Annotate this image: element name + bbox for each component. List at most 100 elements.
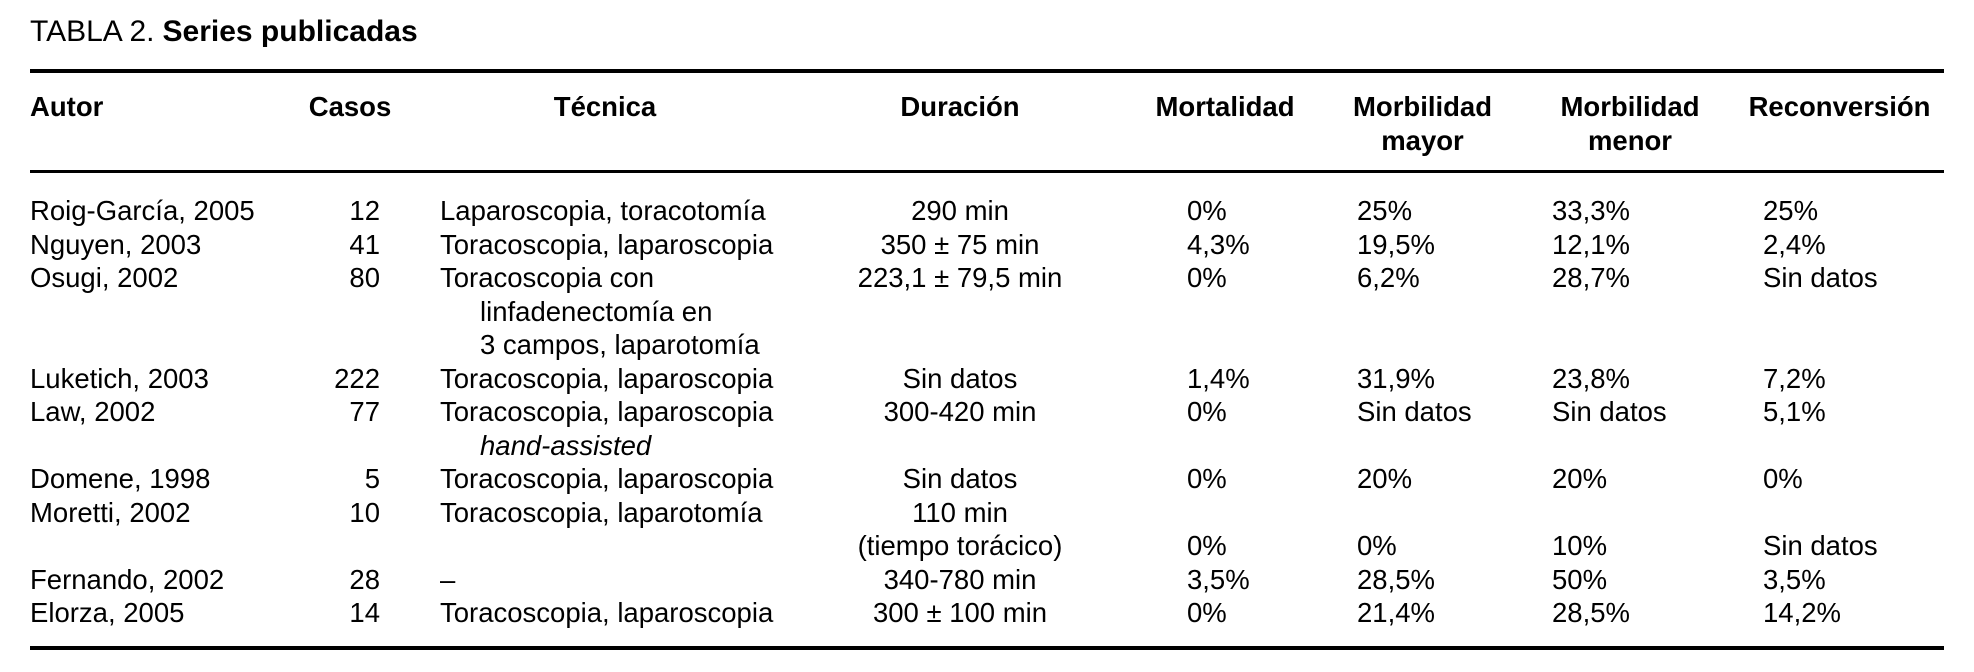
cell-line: 110 min [912,496,1008,528]
cell-line: 223,1 ± 79,5 min [857,262,1063,293]
cell-duracion: Sin datos [790,462,1130,496]
cell-mortalidad: 4,3% [1130,228,1320,262]
table-row: Domene, 1998 5 Toracoscopia, laparoscopia S… [30,462,1944,496]
cell-line: 3 campos, laparotomía [480,329,760,360]
cell-mortalidad: 0% [1130,261,1320,295]
cell-line: 222 [334,362,380,394]
cell-line: 25% [1357,195,1413,226]
cell-tecnica: Toracoscopia, laparoscopia [420,362,790,396]
cell-line: 12,1% [1552,228,1630,260]
cell-duracion: 290 min [790,194,1130,228]
cell-line: Toracoscopia, laparoscopia [440,463,774,494]
table-name: Series publicadas [162,15,418,48]
cell-line: 0% [1357,530,1397,561]
table-header-row: Autor Casos Técnica Duración Mortalidad Morbi… [30,73,1944,170]
cell-morbilidad_menor: 28,7% [1525,261,1735,295]
cell-autor: Osugi, 2002 [30,261,280,295]
cell-morbilidad_mayor: 20% [1320,462,1525,496]
cell-reconversion: 0% [1735,462,1944,496]
cell-morbilidad_mayor: 6,2% [1320,261,1525,295]
cell-autor: Law, 2002 [30,395,280,429]
cell-line: Toracoscopia con [440,262,655,293]
cell-casos: 222 [280,362,420,396]
cell-morbilidad_menor: 50% [1525,563,1735,597]
cell-duracion: 110 min (tiempo torácico) [790,496,1130,563]
cell-line: Roig-García, 2005 [30,195,255,226]
cell-duracion: 340-780 min [790,563,1130,597]
cell-line: 0% [1187,597,1227,628]
table-number: TABLA 2. [30,15,155,48]
cell-casos: 5 [280,462,420,496]
cell-line: 1,4% [1187,362,1250,394]
table-row: Luketich, 2003 222 Toracoscopia, laparosco… [30,362,1944,396]
cell-line: 12 [349,195,380,226]
cell-line: Sin datos [1763,262,1878,293]
cell-tecnica: Toracoscopia, laparotomía [420,496,790,530]
cell-autor: Domene, 1998 [30,462,280,496]
cell-reconversion: 14,2% [1735,596,1944,630]
cell-duracion: Sin datos [790,362,1130,396]
column-header-morbilidad_menor: Morbilidad menor [1525,90,1735,158]
cell-morbilidad_mayor: 21,4% [1320,596,1525,630]
cell-line: 0% [1763,463,1803,494]
cell-line: 0% [1187,262,1227,293]
cell-reconversion: 5,1% [1735,395,1944,429]
cell-duracion: 350 ± 75 min [790,228,1130,262]
cell-line: 10% [1552,530,1608,561]
cell-mortalidad: 0% [1130,194,1320,228]
cell-line: 5,1% [1763,396,1826,427]
cell-line: Laparoscopia, toracotomía [440,195,766,226]
cell-line: 10 [349,496,380,528]
cell-line: Fernando, 2002 [30,563,225,595]
cell-line: Toracoscopia, laparoscopia [440,396,774,427]
cell-duracion: 223,1 ± 79,5 min [790,261,1130,295]
cell-morbilidad_mayor: 0% [1320,496,1525,563]
cell-reconversion: 3,5% [1735,563,1944,597]
table-row: Roig-García, 2005 12 Laparoscopia, toracot… [30,194,1944,228]
table-title: TABLA 2. Series publicadas [30,15,1944,49]
cell-casos: 41 [280,228,420,262]
column-header-label: Autor [30,91,104,122]
column-header-duracion: Duración [790,90,1130,158]
cell-line: Elorza, 2005 [30,597,185,628]
published-series-table: TABLA 2. Series publicadas Autor Casos Técn… [0,15,1974,650]
top-rule [30,69,1944,73]
cell-line: 6,2% [1357,262,1420,293]
cell-line: Luketich, 2003 [30,362,209,394]
cell-line: Osugi, 2002 [30,262,179,293]
table-row: Osugi, 2002 80 Toracoscopia con linfadenect… [30,261,1944,362]
cell-line: 21,4% [1357,597,1435,628]
cell-duracion: 300 ± 100 min [790,596,1130,630]
cell-tecnica: Toracoscopia, laparoscopia [420,462,790,496]
cell-line: 20% [1357,463,1413,494]
cell-autor: Fernando, 2002 [30,563,280,597]
column-header-label: Casos [308,91,392,122]
cell-morbilidad_mayor: 19,5% [1320,228,1525,262]
cell-morbilidad_menor: 20% [1525,462,1735,496]
cell-line: 350 ± 75 min [880,228,1040,260]
table-row: Fernando, 2002 28 – 340-780 min 3,5% 28,5% 50%… [30,563,1944,597]
column-header-label: Reconversión [1748,91,1931,122]
table-row: Law, 2002 77 Toracoscopia, laparoscopia han… [30,395,1944,462]
cell-morbilidad_menor: 33,3% [1525,194,1735,228]
cell-casos: 14 [280,596,420,630]
cell-line: 0% [1187,463,1227,494]
cell-mortalidad: 3,5% [1130,563,1320,597]
table-body: Roig-García, 2005 12 Laparoscopia, toracot… [30,173,1944,646]
cell-morbilidad_menor: 23,8% [1525,362,1735,396]
cell-morbilidad_mayor: Sin datos [1320,395,1525,429]
column-header-casos: Casos [280,90,420,158]
column-header-label: Duración [900,91,1020,122]
cell-line: 50% [1552,563,1608,595]
cell-line: 28 [349,563,380,595]
cell-duracion: 300-420 min [790,395,1130,429]
cell-autor: Moretti, 2002 [30,496,280,530]
cell-reconversion: 2,4% [1735,228,1944,262]
cell-line: 31,9% [1357,362,1435,394]
cell-line: 3,5% [1187,563,1250,595]
cell-line: Toracoscopia, laparoscopia [440,597,774,628]
column-header-mortalidad: Mortalidad [1130,90,1320,158]
cell-line: Sin datos [902,463,1018,494]
cell-reconversion: Sin datos [1735,496,1944,563]
cell-reconversion: 7,2% [1735,362,1944,396]
